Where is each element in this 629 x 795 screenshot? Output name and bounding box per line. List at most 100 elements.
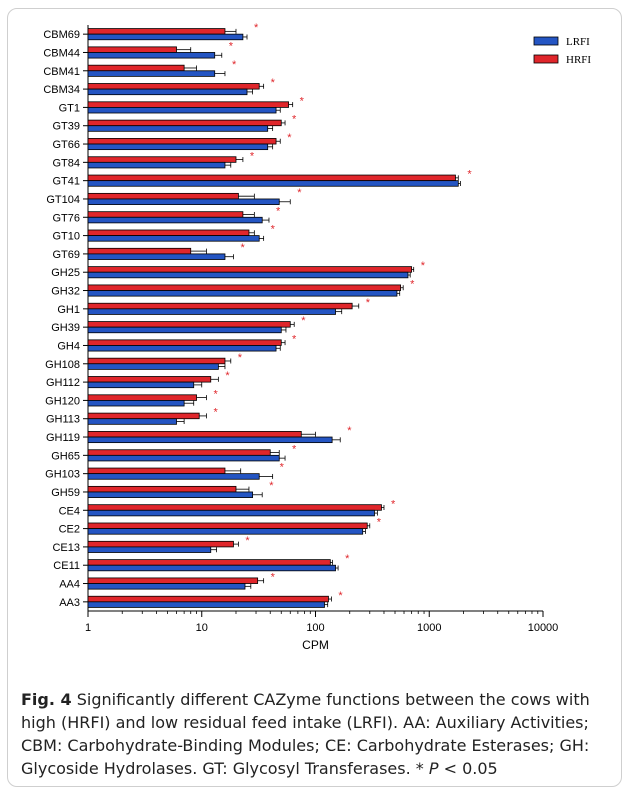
significance-marker: * (301, 315, 306, 327)
y-tick-label: CE2 (59, 524, 80, 536)
significance-marker: * (377, 517, 382, 529)
significance-marker: * (345, 553, 350, 565)
bar-hrfi (87, 357, 226, 365)
caption-text: Significantly different CAZyme functions… (21, 690, 590, 778)
bar-lrfi (87, 564, 336, 572)
bar-chart: 1 10 100 1000 10000 CPM CBM69 * CBM44 * CBM41 * CBM3… (43, 22, 591, 652)
bar-hrfi (87, 577, 259, 584)
bar-hrfi (87, 376, 212, 383)
y-tick-label: GT69 (52, 249, 80, 261)
bar-lrfi (87, 326, 282, 334)
bar-hrfi (87, 119, 282, 127)
significance-marker: * (467, 169, 472, 181)
y-tick-label: AA3 (59, 597, 80, 609)
caption-p-value: < 0.05 (438, 759, 498, 778)
bar-lrfi (87, 125, 269, 132)
bar-lrfi (87, 198, 280, 205)
legend-label-lrfi: LRFI (566, 36, 590, 48)
bar-hrfi (87, 138, 277, 145)
significance-marker: * (271, 224, 276, 236)
bar-hrfi (87, 339, 282, 346)
bar-hrfi (87, 394, 197, 401)
bar-lrfi (87, 33, 244, 41)
significance-marker: * (213, 388, 218, 400)
bar-hrfi (87, 412, 200, 420)
significance-marker: * (347, 425, 352, 437)
bar-hrfi (87, 485, 237, 493)
significance-marker: * (245, 535, 250, 547)
y-tick-label: GH32 (51, 286, 80, 298)
significance-marker: * (300, 95, 305, 107)
bar-hrfi (87, 595, 329, 603)
significance-marker: * (213, 407, 218, 419)
y-tick-label: GT76 (52, 212, 80, 224)
bar-hrfi (87, 64, 185, 72)
y-tick-label: GT39 (52, 121, 80, 133)
y-tick-label: GH39 (51, 322, 80, 334)
bar-hrfi (87, 28, 226, 35)
bar-hrfi (87, 449, 271, 456)
y-tick-label: CE11 (53, 560, 80, 572)
bar-hrfi (87, 284, 402, 291)
bar-hrfi (87, 504, 382, 511)
bar-lrfi (87, 107, 277, 114)
significance-marker: * (366, 297, 371, 309)
bar-hrfi (87, 83, 260, 90)
y-tick-label: GH113 (46, 414, 80, 426)
y-tick-label: GT84 (52, 157, 80, 169)
bar-lrfi (87, 400, 185, 407)
bar-hrfi (87, 211, 244, 218)
y-tick-label: GH119 (46, 432, 80, 444)
bar-hrfi (87, 46, 177, 53)
caption-p-label: P (428, 759, 439, 778)
significance-marker: * (271, 77, 276, 89)
bar-lrfi (87, 271, 409, 279)
bar-lrfi (87, 52, 216, 59)
x-axis-label: CPM (302, 638, 329, 652)
bar-hrfi (87, 101, 289, 108)
bar-lrfi (87, 143, 269, 151)
legend-label-hrfi: HRFI (566, 54, 591, 66)
bar-lrfi (87, 88, 248, 96)
bar-lrfi (87, 583, 246, 590)
bar-lrfi (87, 436, 333, 444)
bar-hrfi (87, 467, 226, 475)
significance-marker: * (250, 150, 255, 162)
y-tick-label: GH103 (45, 469, 80, 481)
significance-marker: * (240, 242, 245, 254)
bar-hrfi (87, 174, 456, 182)
y-tick-label: GH112 (46, 377, 80, 389)
significance-marker: * (338, 590, 343, 602)
bar-lrfi (87, 381, 195, 389)
y-tick-label: GH120 (45, 395, 80, 407)
x-tick-label: 10000 (528, 622, 559, 634)
bar-lrfi (87, 161, 226, 169)
significance-marker: * (297, 187, 302, 199)
bar-lrfi (87, 601, 325, 608)
y-tick-label: GH59 (51, 487, 80, 499)
significance-marker: * (225, 370, 230, 382)
bar-lrfi (87, 454, 280, 462)
significance-marker: * (421, 260, 426, 272)
bar-lrfi (87, 235, 260, 242)
y-tick-label: AA4 (59, 579, 80, 591)
bar-hrfi (87, 266, 413, 273)
y-tick-label: GT104 (46, 194, 80, 206)
significance-marker: * (238, 352, 243, 364)
x-tick-label: 1 (85, 622, 91, 634)
legend-swatch-lrfi (533, 36, 559, 46)
bar-hrfi (87, 431, 302, 438)
significance-marker: * (280, 462, 285, 474)
y-tick-label: GH65 (51, 450, 80, 462)
bar-lrfi (87, 546, 212, 553)
figure-caption: Fig. 4 Significantly different CAZyme fu… (21, 688, 611, 780)
bar-lrfi (87, 363, 219, 370)
significance-marker: * (276, 205, 281, 217)
bar-hrfi (87, 192, 239, 200)
bar-lrfi (87, 509, 375, 517)
y-tick-label: CE13 (52, 542, 80, 554)
x-tick-label: 100 (306, 622, 324, 634)
y-tick-label: CBM69 (43, 29, 80, 41)
significance-marker: * (292, 443, 297, 455)
y-tick-label: GT66 (52, 139, 80, 151)
